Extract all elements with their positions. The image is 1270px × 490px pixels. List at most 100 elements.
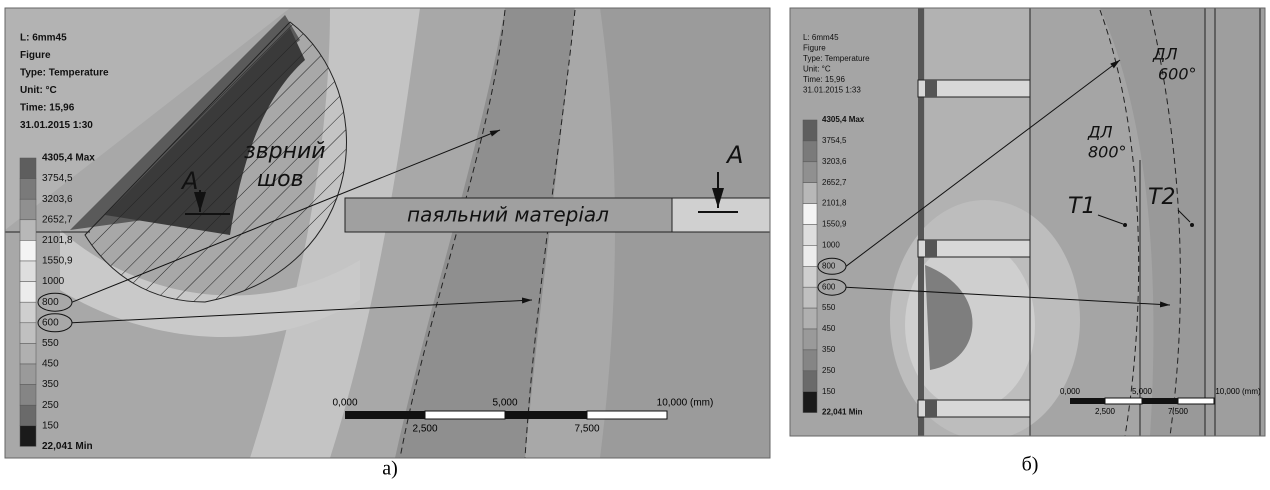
legend-label: 600 [822, 282, 836, 291]
legend-label: 600 [42, 317, 59, 328]
isoline-label: 800° [1088, 143, 1127, 162]
header-line: Time: 15,96 [20, 103, 75, 114]
legend-label: 1550,9 [822, 220, 847, 229]
isoline-label: ДЛ [1087, 123, 1113, 142]
panel-a-field [5, 8, 770, 458]
scale-label: 5,000 [492, 398, 517, 409]
legend-label: 3203,6 [42, 194, 73, 205]
legend-swatch [802, 349, 818, 372]
legend-label: 1000 [42, 276, 65, 287]
legend-label: 150 [822, 387, 836, 396]
legend-label: 1000 [822, 241, 840, 250]
header-line: Figure [803, 44, 826, 53]
scale-label: 7,500 [1168, 407, 1189, 416]
isoline-label: ДЛ [1152, 45, 1178, 64]
legend-label: 250 [42, 400, 59, 411]
legend-label: 2652,7 [42, 214, 73, 225]
pointer-arrow [71, 297, 533, 324]
header-line: L: 6mm45 [20, 33, 67, 44]
legend-label: 350 [822, 345, 836, 354]
legend-label: 550 [822, 303, 836, 312]
legend-swatch [802, 224, 818, 246]
pointer-arrow [71, 129, 501, 303]
header-line: 31.01.2015 1:30 [20, 120, 93, 131]
caption: а) [382, 458, 398, 480]
header-line: Time: 15,96 [803, 75, 845, 84]
legend-swatch [19, 178, 37, 200]
legend-label: 3754,5 [42, 173, 73, 184]
scale-label: 10,000 (mm) [1215, 387, 1261, 396]
legend-swatch [802, 140, 818, 163]
legend-label: 350 [42, 379, 59, 390]
caption: б) [1022, 454, 1039, 476]
legend-swatch [802, 119, 818, 142]
legend-swatch [19, 281, 37, 303]
legend-swatch [802, 182, 818, 204]
scale-label: 0,000 [332, 398, 357, 409]
pointer-arrow [845, 59, 1121, 267]
legend-swatch [19, 219, 37, 241]
legend-swatch [19, 198, 37, 221]
legend-label: 450 [42, 359, 59, 370]
legend-label: 4305,4 Max [822, 115, 865, 124]
legend-swatch [802, 161, 818, 183]
legend-label: 4305,4 Max [42, 153, 95, 164]
isoline-label: 600° [1158, 65, 1197, 84]
legend-label: 3754,5 [822, 136, 847, 145]
legend-swatch [19, 363, 37, 385]
header-line: 31.01.2015 1:33 [803, 86, 861, 95]
point-label: T1 [1068, 194, 1095, 219]
scale-label: 5,000 [1132, 387, 1153, 396]
pointer-arrow [845, 286, 1171, 308]
header-line: Figure [20, 50, 51, 61]
panel-a-frame [4, 7, 771, 459]
legend-swatch [19, 343, 37, 365]
weld-label: шов [257, 167, 304, 192]
legend-swatch [802, 307, 818, 330]
legend-swatch [19, 240, 37, 262]
panel-b-frame [789, 7, 1266, 437]
material-label: паяльний матеріал [407, 203, 609, 227]
section-label: A [180, 167, 198, 195]
legend-swatch [802, 370, 818, 392]
legend-label: 550 [42, 338, 59, 349]
legend-swatch [19, 322, 37, 344]
weld-label: зврний [244, 139, 326, 164]
header-line: Unit: °C [803, 65, 831, 74]
legend-swatch [802, 286, 818, 309]
legend-label: 2101,8 [42, 235, 73, 246]
legend-swatch [802, 203, 818, 225]
section-label: A [725, 141, 743, 169]
legend-swatch [802, 266, 818, 288]
legend-swatch [802, 245, 818, 267]
scale-label: 7,500 [574, 424, 599, 435]
legend-swatch [19, 157, 37, 179]
legend-swatch [802, 328, 818, 351]
legend-label: 3203,6 [822, 157, 847, 166]
legend-label: 22,041 Min [42, 441, 93, 452]
panel-b-field [790, 8, 1265, 436]
legend-swatch [19, 404, 37, 427]
legend-swatch [19, 301, 37, 324]
legend-swatch [19, 260, 37, 282]
legend-swatch [802, 391, 818, 413]
header-line: L: 6mm45 [803, 33, 839, 42]
legend-label: 150 [42, 420, 59, 431]
legend-label: 800 [822, 261, 836, 270]
header-line: Type: Temperature [20, 68, 109, 79]
scale-label: 2,500 [412, 424, 437, 435]
header-line: Unit: °C [20, 85, 57, 96]
legend-label: 1550,9 [42, 256, 73, 267]
scale-label: 10,000 (mm) [657, 398, 714, 409]
legend-label: 22,041 Min [822, 408, 863, 417]
scale-label: 0,000 [1060, 387, 1081, 396]
scale-label: 2,500 [1095, 407, 1116, 416]
legend-label: 450 [822, 324, 836, 333]
legend-swatch [19, 384, 37, 406]
header-line: Type: Temperature [803, 54, 870, 63]
point-label: T2 [1148, 185, 1175, 210]
legend-label: 800 [42, 297, 59, 308]
legend-label: 250 [822, 366, 836, 375]
